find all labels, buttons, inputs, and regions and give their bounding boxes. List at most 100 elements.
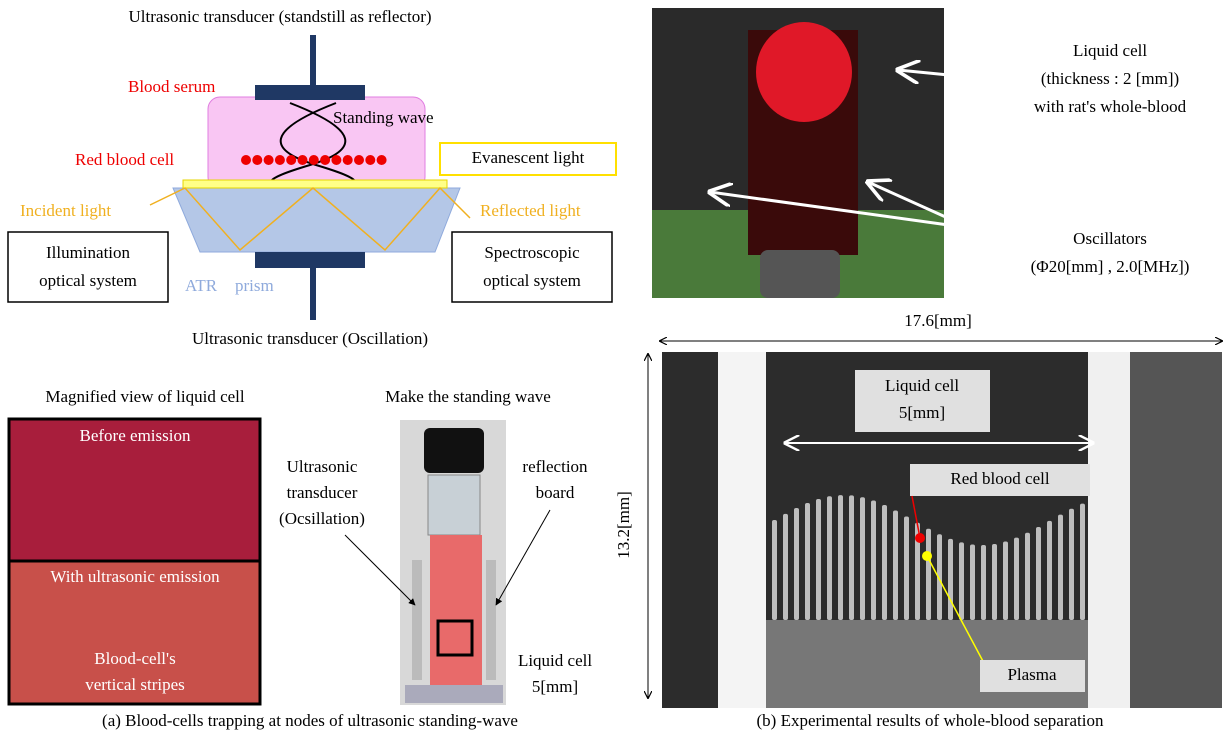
stripe (1080, 504, 1085, 620)
evanescent-layer (183, 180, 447, 188)
cell-dot (331, 155, 341, 165)
label: 5[mm] (532, 677, 578, 696)
stripe (816, 499, 821, 620)
label: 5[mm] (899, 403, 945, 422)
stripe (1036, 527, 1041, 620)
caption: (a) Blood-cells trapping at nodes of ult… (102, 711, 518, 730)
label: Liquid cell (1073, 41, 1147, 60)
stripe (1014, 538, 1019, 620)
stripe (849, 495, 854, 620)
figure: Ultrasonic transducer (standstill as ref… (0, 0, 1227, 740)
cell-dot (252, 155, 262, 165)
glass (428, 475, 480, 535)
transducer (255, 85, 365, 100)
cell-dot (275, 155, 285, 165)
stripe (871, 501, 876, 620)
transducer (255, 252, 365, 268)
cell-dot (320, 155, 330, 165)
cap (424, 428, 484, 473)
label: Liquid cell (518, 651, 592, 670)
label: Ultrasonic transducer (Oscillation) (192, 329, 428, 348)
wall (718, 352, 766, 708)
marker (915, 533, 925, 543)
base (405, 685, 503, 703)
stripe (882, 505, 887, 620)
stripe (948, 539, 953, 620)
stripe (992, 544, 997, 620)
label: Evanescent light (472, 148, 585, 167)
cell-photo: Liquid cell (thickness : 2 [mm]) with ra… (652, 8, 1189, 298)
stripe (783, 514, 788, 620)
label: Incident light (20, 201, 111, 220)
label: Liquid cell (885, 376, 959, 395)
magnified-view: Magnified view of liquid cell Before emi… (9, 387, 260, 704)
result-image: 17.6[mm] 13.2[mm] Liquid cell 5[mm] Red … (614, 311, 1222, 730)
label: Blood-cell's (94, 649, 175, 668)
label: reflection (522, 457, 588, 476)
cell-dot (343, 155, 353, 165)
stripe (1069, 509, 1074, 620)
label: Red blood cell (75, 150, 174, 169)
cell-dot (241, 155, 251, 165)
label: optical system (39, 271, 137, 290)
caption: (b) Experimental results of whole-blood … (757, 711, 1104, 730)
label: Make the standing wave (385, 387, 551, 406)
liquid (430, 535, 482, 690)
cell-dot (365, 155, 375, 165)
stripe (827, 496, 832, 620)
label: (thickness : 2 [mm]) (1041, 69, 1179, 88)
board (486, 560, 496, 680)
cell-dot (309, 155, 319, 165)
label: transducer (287, 483, 358, 502)
label: optical system (483, 271, 581, 290)
label: Magnified view of liquid cell (45, 387, 245, 406)
stripe (893, 510, 898, 620)
atr-diagram: Ultrasonic transducer (standstill as ref… (8, 7, 616, 348)
stripe (1058, 515, 1063, 620)
cell-dot (286, 155, 296, 165)
stripe (772, 520, 777, 620)
label: Ultrasonic (287, 457, 358, 476)
cell-dot (298, 155, 308, 165)
stripe (1003, 541, 1008, 620)
wall (1088, 352, 1130, 708)
cell-dot (377, 155, 387, 165)
label: Red blood cell (950, 469, 1049, 488)
label: Spectroscopic (484, 243, 580, 262)
stripe (981, 545, 986, 620)
label: Illumination (46, 243, 131, 262)
stripe (860, 497, 865, 620)
label: Reflected light (480, 201, 581, 220)
stripe (959, 542, 964, 620)
label: (Φ20[mm] , 2.0[MHz]) (1031, 257, 1190, 276)
nut (760, 250, 840, 298)
label: Blood serum (128, 77, 215, 96)
label: ATR (185, 276, 218, 295)
stripe (1025, 533, 1030, 620)
stripe (970, 544, 975, 620)
label: Oscillators (1073, 229, 1147, 248)
label: prism (235, 276, 274, 295)
transducer (412, 560, 422, 680)
cell-dot (264, 155, 274, 165)
blood (756, 22, 852, 122)
label: With ultrasonic emission (50, 567, 220, 586)
label: with rat's whole-blood (1034, 97, 1187, 116)
label: Ultrasonic transducer (standstill as ref… (128, 7, 431, 26)
stripe (805, 503, 810, 620)
stripe (838, 495, 843, 620)
wall (1130, 352, 1222, 708)
label: vertical stripes (85, 675, 185, 694)
label: Standing wave (333, 108, 434, 127)
label: board (536, 483, 575, 502)
label: (Ocsillation) (279, 509, 365, 528)
prism (173, 188, 460, 252)
stripe (1047, 521, 1052, 620)
stripe (904, 516, 909, 620)
label: Plasma (1007, 665, 1057, 684)
label: Before emission (80, 426, 191, 445)
stripe (794, 508, 799, 620)
label: 13.2[mm] (614, 491, 633, 559)
label: 17.6[mm] (904, 311, 972, 330)
cell-dot (354, 155, 364, 165)
